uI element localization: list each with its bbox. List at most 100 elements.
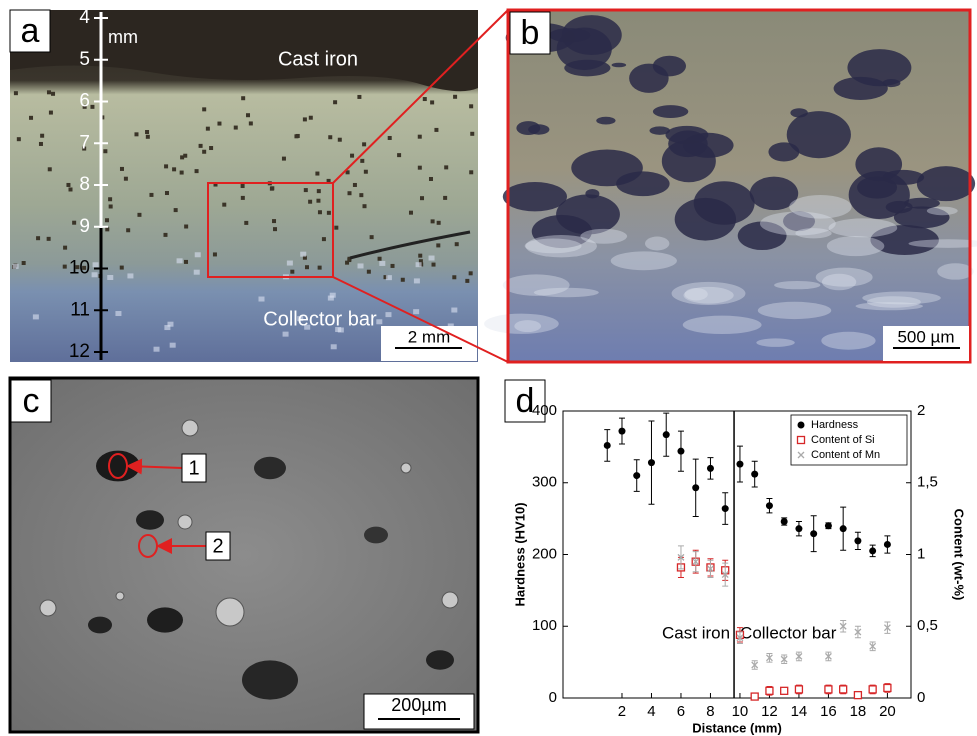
point bbox=[707, 465, 714, 472]
spot bbox=[202, 150, 206, 154]
spot bbox=[430, 100, 434, 104]
point bbox=[781, 518, 788, 525]
spot bbox=[348, 191, 352, 195]
spot bbox=[109, 204, 113, 208]
scale-label: 200µm bbox=[391, 695, 446, 715]
spot bbox=[103, 149, 107, 153]
point bbox=[810, 530, 817, 537]
texture bbox=[683, 316, 762, 334]
pore bbox=[616, 171, 669, 196]
spot bbox=[234, 126, 238, 130]
spot bbox=[72, 221, 76, 225]
spot bbox=[36, 236, 40, 240]
pore bbox=[882, 79, 900, 87]
y2-tick-label: 1 bbox=[917, 545, 925, 562]
spot bbox=[451, 308, 457, 313]
spot bbox=[418, 135, 422, 139]
point bbox=[722, 505, 729, 512]
y2-tick-label: 0,5 bbox=[917, 617, 938, 634]
y-tick-label: 400 bbox=[532, 402, 557, 419]
spot bbox=[33, 314, 39, 319]
particle bbox=[116, 592, 124, 600]
point bbox=[751, 471, 758, 478]
legend-label: Hardness bbox=[811, 419, 859, 431]
spot bbox=[304, 188, 308, 192]
pore bbox=[917, 166, 975, 201]
panel-letter: a bbox=[21, 12, 40, 50]
annotation: Collector bar bbox=[740, 623, 837, 642]
spot bbox=[213, 252, 217, 256]
spot bbox=[124, 177, 128, 181]
inclusion bbox=[147, 607, 183, 632]
spot bbox=[420, 196, 424, 200]
texture bbox=[927, 207, 958, 216]
spot bbox=[453, 95, 457, 99]
inclusion bbox=[364, 527, 388, 544]
spot bbox=[241, 196, 245, 200]
spot bbox=[414, 278, 420, 283]
x-tick-label: 4 bbox=[647, 703, 655, 720]
spot bbox=[443, 196, 447, 200]
pore bbox=[665, 126, 708, 144]
spot bbox=[309, 116, 313, 120]
inclusion bbox=[88, 617, 112, 634]
ruler-label: 4 bbox=[79, 7, 90, 28]
legend-marker bbox=[798, 437, 805, 444]
spot bbox=[127, 273, 133, 278]
y-tick-label: 300 bbox=[532, 474, 557, 491]
point bbox=[677, 448, 684, 455]
spot bbox=[180, 171, 184, 175]
pore bbox=[834, 77, 888, 100]
spot bbox=[452, 275, 456, 279]
y-tick-label: 0 bbox=[549, 689, 557, 706]
spot bbox=[47, 237, 51, 241]
spot bbox=[48, 167, 52, 171]
panel-letter: b bbox=[521, 14, 540, 52]
pore bbox=[549, 28, 591, 42]
texture bbox=[685, 288, 708, 301]
ruler-label: 8 bbox=[79, 174, 90, 195]
y2-tick-label: 0 bbox=[917, 689, 925, 706]
spot bbox=[327, 211, 331, 215]
spot bbox=[195, 169, 199, 173]
spot bbox=[379, 261, 385, 266]
spot bbox=[47, 90, 51, 94]
spot bbox=[316, 199, 320, 203]
spot bbox=[40, 134, 44, 138]
spot bbox=[357, 95, 361, 99]
legend-label: Content of Mn bbox=[811, 449, 880, 461]
spot bbox=[241, 184, 245, 188]
spot bbox=[469, 170, 473, 174]
point bbox=[825, 522, 832, 529]
spot bbox=[423, 97, 427, 101]
point bbox=[825, 686, 832, 693]
spot bbox=[92, 272, 98, 277]
spot bbox=[134, 132, 138, 136]
spot bbox=[364, 170, 368, 174]
x-tick-label: 6 bbox=[677, 703, 685, 720]
spot bbox=[209, 146, 213, 150]
texture bbox=[937, 263, 974, 279]
point bbox=[854, 692, 861, 699]
point bbox=[869, 686, 876, 693]
y2-axis-label: Content (wt-%) bbox=[952, 509, 967, 601]
texture bbox=[580, 229, 627, 244]
spot bbox=[126, 228, 130, 232]
spot bbox=[217, 122, 221, 126]
spot bbox=[93, 262, 99, 267]
pore bbox=[694, 181, 755, 225]
spot bbox=[360, 159, 364, 163]
spot bbox=[418, 166, 422, 170]
texture bbox=[827, 236, 884, 256]
spot bbox=[401, 278, 405, 282]
spot bbox=[455, 242, 459, 246]
ruler-label: 5 bbox=[79, 49, 90, 70]
point bbox=[692, 484, 699, 491]
particle bbox=[178, 515, 192, 529]
ruler-label: 9 bbox=[79, 216, 90, 237]
spot bbox=[370, 235, 374, 239]
spot bbox=[29, 116, 33, 120]
spot bbox=[358, 263, 364, 268]
point bbox=[618, 428, 625, 435]
point bbox=[795, 686, 802, 693]
